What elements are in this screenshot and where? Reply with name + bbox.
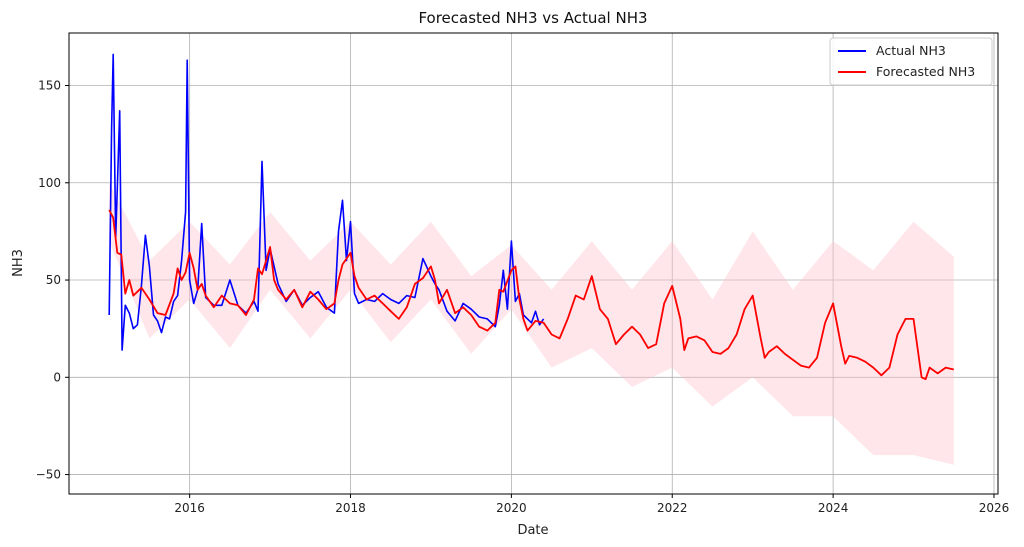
x-tick-label: 2020 bbox=[496, 501, 527, 515]
legend: Actual NH3 Forecasted NH3 bbox=[829, 37, 993, 86]
y-axis-title: NH3 bbox=[11, 249, 26, 277]
x-tick-label: 2026 bbox=[979, 501, 1010, 515]
x-tick-label: 2022 bbox=[657, 501, 688, 515]
grid-lines bbox=[69, 33, 998, 494]
y-tick-label: 100 bbox=[38, 176, 61, 190]
legend-box bbox=[829, 37, 993, 86]
axis-ticks: 2016 2018 2020 2022 2024 2026 −50 0 50 100 150 bbox=[36, 79, 1010, 515]
series-line-forecast bbox=[108, 209, 955, 381]
y-tick-label: −50 bbox=[36, 468, 61, 482]
confidence-band bbox=[109, 182, 954, 465]
x-tick-label: 2024 bbox=[818, 501, 849, 515]
y-tick-label: 50 bbox=[46, 273, 61, 287]
legend-label-actual: Actual NH3 bbox=[876, 43, 946, 58]
x-axis-title: Date bbox=[517, 523, 548, 538]
confidence-band-layer bbox=[109, 182, 954, 465]
x-tick-label: 2016 bbox=[174, 501, 205, 515]
plot-frame bbox=[68, 32, 999, 495]
series-layer bbox=[108, 53, 955, 381]
x-tick-label: 2018 bbox=[335, 501, 366, 515]
y-tick-label: 0 bbox=[53, 370, 61, 384]
y-tick-label: 150 bbox=[38, 79, 61, 93]
legend-label-forecast: Forecasted NH3 bbox=[876, 64, 975, 79]
chart-title: Forecasted NH3 vs Actual NH3 bbox=[418, 9, 647, 27]
